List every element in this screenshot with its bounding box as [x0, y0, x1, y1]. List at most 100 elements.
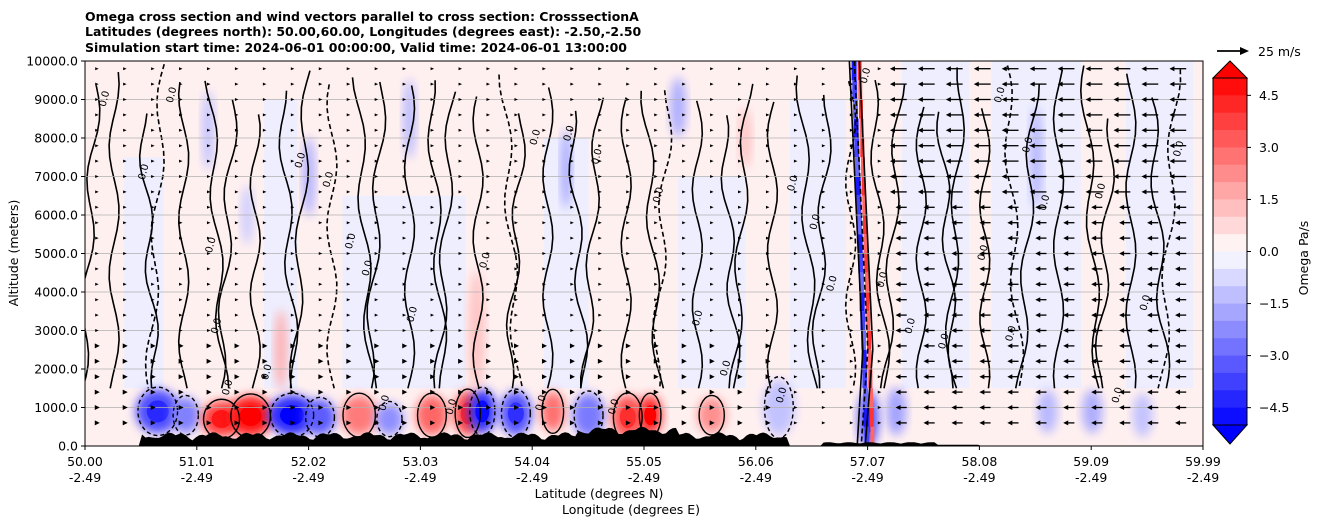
wind-vector	[486, 267, 490, 271]
wind-vector-head	[654, 298, 658, 302]
zero-contour-7	[249, 114, 262, 389]
wind-vector-head	[123, 252, 127, 255]
wind-vector	[542, 159, 546, 163]
wind-vector	[710, 98, 714, 101]
wind-vector	[486, 98, 490, 101]
wind-vector	[206, 374, 212, 380]
wind-vector	[458, 374, 464, 380]
wind-vector	[738, 190, 742, 194]
wind-vector	[346, 175, 351, 178]
wind-vector	[570, 128, 574, 132]
wind-vector-head	[570, 190, 574, 194]
wind-vector-head	[95, 252, 99, 255]
contour-label-15: 0.0	[652, 186, 667, 204]
wind-vector	[1085, 112, 1103, 118]
wind-vector	[1057, 143, 1075, 149]
wind-vector	[346, 313, 351, 317]
wind-vector	[737, 389, 743, 395]
wind-vector	[290, 221, 295, 225]
wind-vector	[458, 358, 464, 364]
wind-vector	[402, 236, 407, 240]
wind-vector-head	[346, 82, 351, 86]
wind-vector	[150, 374, 156, 380]
wind-vector	[402, 420, 408, 426]
wind-vector-head	[234, 221, 239, 225]
wind-vector	[877, 205, 882, 209]
wind-vector-head	[877, 252, 882, 255]
wind-vector	[917, 112, 935, 118]
wind-vector	[1113, 158, 1131, 164]
wind-vector-head	[514, 374, 520, 380]
wind-vector-head	[290, 389, 296, 395]
wind-vector-head	[682, 236, 686, 240]
wind-vector	[346, 420, 352, 426]
contour-label-16: 0.0	[691, 309, 706, 327]
wind-vector-head	[179, 98, 183, 101]
wind-vector-head	[402, 420, 408, 426]
wind-vector-head	[122, 358, 128, 364]
wind-vector	[626, 128, 630, 132]
wind-vector	[765, 252, 770, 255]
wind-vector-head	[318, 343, 324, 349]
wind-vector	[821, 313, 826, 317]
wind-vector-head	[346, 405, 352, 410]
wind-vector-head	[486, 190, 490, 194]
wind-vector	[626, 67, 630, 71]
wind-vector	[1147, 328, 1159, 333]
wind-vector-head	[514, 236, 518, 240]
wind-vector-head	[951, 328, 957, 333]
wind-vector	[654, 144, 658, 148]
wind-vector-head	[374, 313, 379, 317]
wind-vector-head	[95, 128, 99, 132]
wind-vector-head	[765, 128, 770, 132]
wind-vector	[598, 190, 602, 194]
wind-vector-head	[1119, 266, 1125, 272]
wind-vector-head	[1141, 174, 1147, 179]
wind-vector	[979, 235, 991, 241]
wind-vector-head	[290, 267, 295, 271]
wind-vector	[626, 298, 630, 302]
wind-vector-head	[1007, 251, 1013, 256]
wind-vector-head	[374, 67, 379, 71]
wind-vector	[1001, 97, 1019, 102]
wind-vector-head	[94, 374, 100, 380]
x-tick-lat-9: 59.09	[1073, 454, 1109, 469]
wind-vector	[1063, 328, 1075, 333]
wind-vector	[1113, 189, 1131, 195]
wind-vector-head	[458, 420, 464, 426]
wind-vector	[570, 175, 574, 178]
wind-vector-head	[598, 159, 602, 163]
wind-vector	[1091, 343, 1103, 349]
wind-vector	[682, 205, 686, 209]
wind-vector-head	[1147, 266, 1153, 272]
wind-vector	[917, 143, 935, 149]
x-tick-lat-3: 53.03	[403, 454, 439, 469]
wind-vector	[1119, 374, 1131, 380]
wind-vector-head	[681, 358, 687, 364]
wind-vector-head	[917, 189, 923, 195]
wind-vector-head	[821, 236, 826, 240]
wind-vector	[821, 128, 826, 132]
wind-vector-head	[206, 128, 211, 132]
wind-vector-head	[514, 329, 518, 332]
wind-vector	[570, 98, 574, 101]
wind-vector-head	[1029, 97, 1035, 102]
wind-vector	[318, 298, 323, 302]
wind-vector-head	[151, 267, 155, 271]
wind-vector-head	[682, 298, 686, 302]
wind-vector-head	[821, 159, 826, 163]
wind-vector	[123, 159, 127, 163]
wind-vector	[94, 389, 100, 395]
wind-vector	[318, 267, 323, 271]
wind-vector-head	[1169, 143, 1175, 149]
wind-vector-head	[262, 267, 267, 271]
wind-vector-head	[290, 205, 295, 209]
wind-vector	[318, 190, 323, 194]
wind-vector-head	[654, 329, 658, 332]
wind-vector	[95, 144, 99, 148]
wind-vector	[346, 205, 351, 209]
wind-vector	[374, 405, 380, 410]
wind-vector-head	[123, 128, 127, 132]
wind-vector-head	[514, 128, 518, 132]
front-contour-1	[853, 61, 869, 446]
